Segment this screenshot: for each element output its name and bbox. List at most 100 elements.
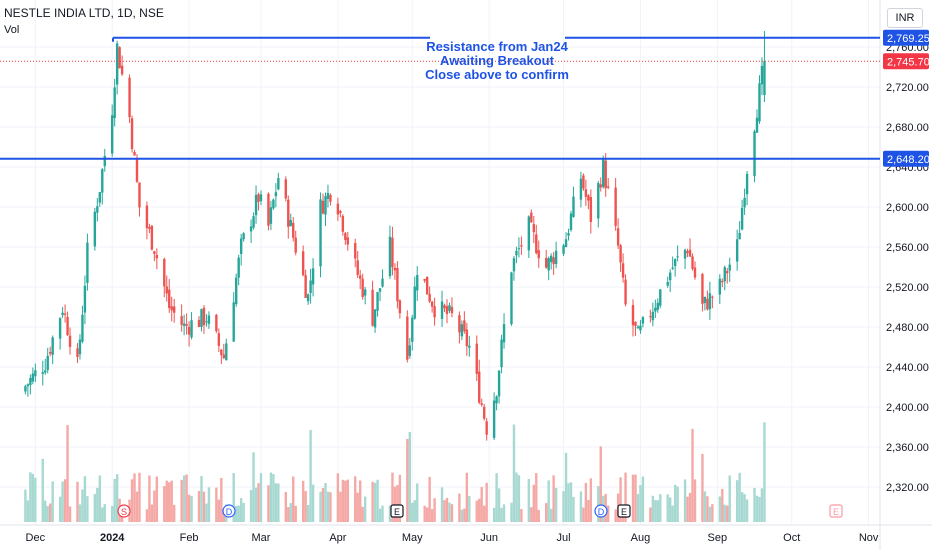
candle-body [535,234,538,254]
candle-body [187,326,191,335]
candle-body [113,87,116,119]
candle-body [232,302,235,342]
volume-bar [49,503,52,522]
volume-bar [676,486,679,522]
candle-body [589,197,593,222]
candle-body [376,292,379,311]
volume-bar [423,505,426,522]
candle-body [103,155,106,167]
candle-body [686,251,689,254]
volume-bar [738,472,741,522]
volume-label: Vol [4,24,20,36]
volume-bar [448,502,451,522]
volume-bar [321,488,325,522]
volume-bar [589,478,593,522]
candle-body [527,216,531,251]
volume-bar [182,475,186,522]
candle-body [44,370,47,373]
candle-body [274,192,278,197]
volume-bar [190,496,193,522]
volume-bar [68,506,72,522]
volume-bar [619,477,622,522]
volume-bar [745,499,749,522]
volume-bar [666,494,669,522]
volume-bar [460,509,464,522]
volume-bar [671,505,674,522]
candle-body [359,275,362,279]
candle-body [321,200,325,214]
volume-bar [564,452,568,522]
candle-body [339,210,342,214]
candle-body [448,305,451,311]
volume-bar [86,496,89,522]
volume-bar [235,505,238,522]
currency-selector[interactable]: INR [887,8,923,28]
candle-body [200,309,203,327]
candle-body [636,326,640,329]
candle-body [118,47,121,69]
candle-body [182,323,186,326]
x-tick-label: Mar [252,532,271,544]
candle-body [554,250,558,264]
candle-body [569,213,573,231]
volume-bar [138,472,141,522]
volume-bar [535,473,538,522]
candle-body [584,189,588,197]
candle-body [197,319,201,327]
candle-body [631,305,635,326]
candle-body [621,263,625,278]
candle-body [31,373,35,382]
candle-body [319,199,322,267]
candle-body [587,195,590,201]
volume-bar [497,488,501,522]
candle-body [354,243,357,259]
candle-body [239,238,243,255]
volume-bar [458,493,461,522]
candle-body [235,277,238,305]
candle-body [460,324,464,337]
event-marker [594,504,608,518]
candle-body [24,386,27,392]
volume-bar [693,479,697,522]
volume-bar [153,490,156,522]
candle-body [515,250,518,256]
volume-bar [133,473,136,522]
candle-body [669,272,672,281]
volume-bar [259,473,263,522]
volume-bar [311,484,315,522]
volume-bar [433,498,436,522]
volume-bar [740,492,744,522]
event-marker [617,504,631,518]
volume-bar [686,496,689,522]
candle-body [128,77,131,118]
price-tag-label: 2,769.25 [887,33,930,45]
volume-bar [78,504,82,522]
volume-bar [641,476,645,522]
candle-body [520,245,523,247]
candle-body [755,117,759,133]
volume-bar [475,500,478,522]
candle-body [502,324,506,343]
volume-bar [294,505,297,522]
event-marker-label: D [598,507,605,517]
volume-bar [545,503,548,522]
volume-bar [111,505,114,522]
candle-body [711,296,714,298]
candle-body [190,320,193,338]
candle-body [564,239,568,248]
candle-body [329,194,332,202]
x-tick-label: Apr [329,532,346,544]
x-tick-label: 2024 [100,532,125,544]
price-tag [883,150,929,167]
candle-body [666,282,669,286]
volume-bar [723,504,726,522]
candle-body [49,352,52,354]
price-tag [883,29,929,46]
candle-body [485,421,488,435]
event-marker-label: E [833,507,839,517]
candle-body [120,65,124,75]
volume-bar [468,496,471,522]
volume-bar [346,479,349,522]
volume-bar [173,504,176,522]
